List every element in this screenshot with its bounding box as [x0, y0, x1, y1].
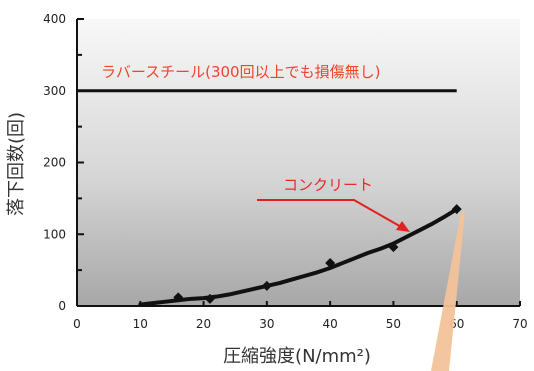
x-tick-label: 10: [133, 317, 148, 331]
concrete-point: [173, 292, 184, 303]
rubber-steel-label: ラバースチール(300回以上でも損傷無し): [101, 63, 380, 81]
y-tick-label: 0: [58, 299, 66, 313]
concrete-point: [325, 257, 336, 268]
y-tick-labels: 0 100 200 300 400: [43, 12, 66, 313]
concrete-leader-line: [257, 199, 404, 229]
series-layer: [77, 89, 459, 307]
highlight-beam: [431, 212, 465, 371]
x-tick-label: 50: [386, 317, 401, 331]
y-tick-label: 200: [43, 156, 66, 170]
x-tick-labels: 0 10 20 30 40 50 60 70: [73, 317, 527, 331]
x-axis-title: 圧縮強度(N/mm²): [223, 346, 371, 367]
x-tick-label: 20: [196, 317, 211, 331]
y-tick-label: 400: [43, 12, 66, 26]
concrete-point: [204, 293, 215, 304]
y-axis-title: 落下回数(回): [6, 112, 27, 216]
y-tick-label: 100: [43, 227, 66, 241]
y-tick-label: 300: [43, 84, 66, 98]
annotations-layer: ラバースチール(300回以上でも損傷無し) コンクリート: [101, 63, 465, 371]
concrete-label: コンクリート: [283, 176, 373, 194]
plot-background: [77, 19, 520, 306]
concrete-point: [261, 280, 272, 291]
x-tick-label: 0: [73, 317, 81, 331]
data-points: [173, 204, 462, 304]
x-tick-label: 40: [323, 317, 338, 331]
x-tick-label: 70: [512, 317, 527, 331]
concrete-point: [388, 242, 399, 253]
concrete-point: [451, 204, 462, 215]
concrete-arrowhead: [396, 221, 410, 232]
x-tick-label: 30: [259, 317, 274, 331]
concrete-line: [138, 207, 459, 307]
